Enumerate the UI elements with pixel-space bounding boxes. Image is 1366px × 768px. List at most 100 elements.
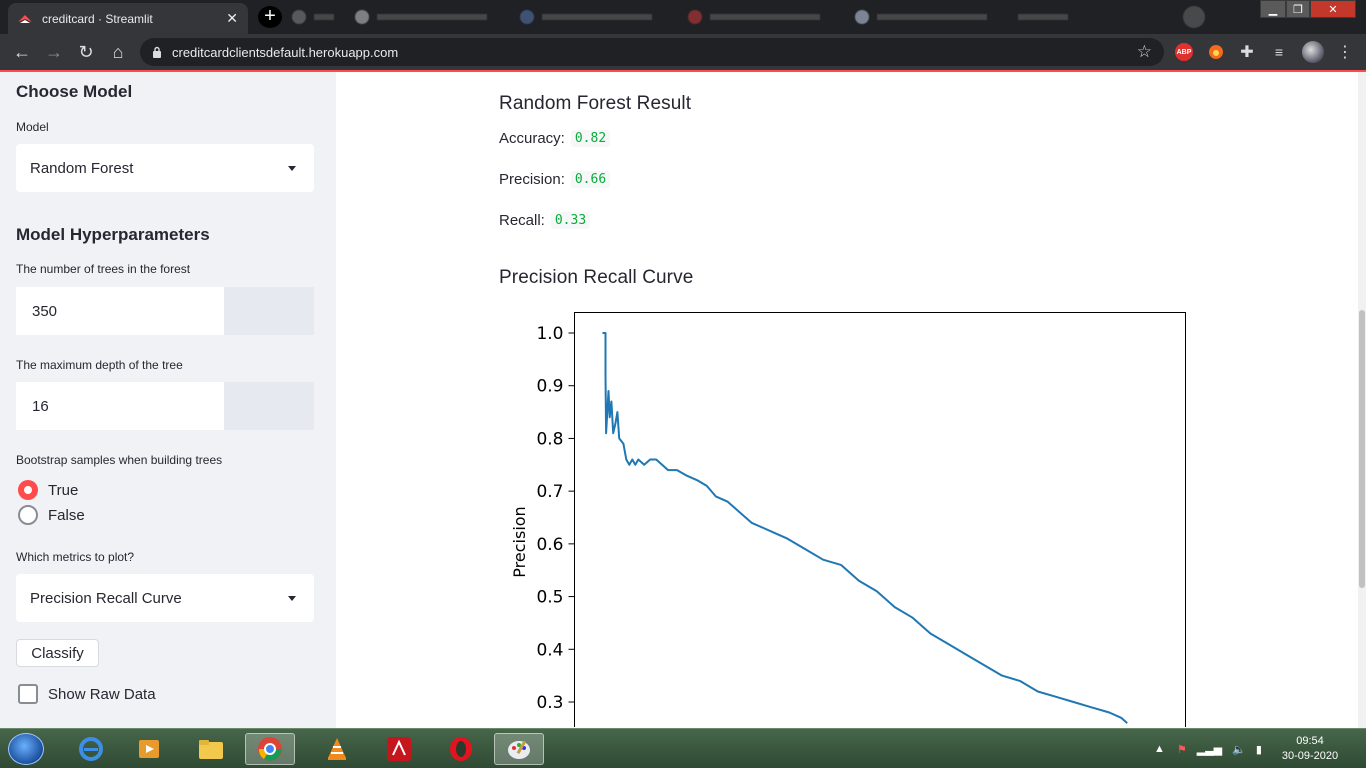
background-tab[interactable] bbox=[292, 6, 342, 28]
network-signal-icon[interactable]: ▂▃▅ bbox=[1196, 743, 1223, 756]
chrome-taskbar-icon[interactable] bbox=[245, 733, 295, 765]
y-tick-label: 0.6 bbox=[536, 535, 563, 555]
recall-label: Recall: bbox=[499, 212, 545, 229]
hyperparameters-heading: Model Hyperparameters bbox=[16, 225, 210, 244]
checkbox-box bbox=[18, 684, 38, 704]
model-select[interactable]: Random Forest bbox=[16, 144, 314, 192]
profile-avatar[interactable] bbox=[1302, 41, 1324, 63]
trees-input-field[interactable]: 350 bbox=[16, 287, 224, 335]
extensions-puzzle-icon[interactable]: ✚ bbox=[1240, 44, 1254, 61]
y-tick-label: 0.8 bbox=[536, 429, 563, 449]
model-select-value: Random Forest bbox=[30, 159, 134, 177]
y-tick-label: 0.9 bbox=[536, 377, 563, 397]
radio-unselected-icon bbox=[18, 505, 38, 525]
scrollbar-thumb[interactable] bbox=[1359, 310, 1365, 588]
classify-button[interactable]: Classify bbox=[16, 639, 99, 667]
media-control-icon[interactable]: ≡ bbox=[1274, 44, 1284, 60]
reload-icon[interactable]: ↻ bbox=[78, 42, 94, 62]
page-scrollbar[interactable] bbox=[1358, 72, 1366, 728]
depth-label: The maximum depth of the tree bbox=[16, 358, 183, 372]
recall-value: 0.33 bbox=[550, 212, 591, 229]
home-icon[interactable]: ⌂ bbox=[112, 42, 124, 62]
window-controls: ▁ ❐ ✕ bbox=[1260, 0, 1356, 18]
precision-value: 0.66 bbox=[570, 171, 611, 188]
tab-streamlit[interactable]: creditcard · Streamlit ✕ bbox=[8, 3, 248, 34]
bookmark-star-icon[interactable]: ☆ bbox=[1136, 42, 1152, 61]
recall-metric: Recall: 0.33 bbox=[499, 212, 591, 229]
adblock-plus-icon[interactable]: ABP bbox=[1175, 43, 1193, 61]
metrics-select[interactable]: Precision Recall Curve bbox=[16, 574, 314, 622]
choose-model-heading: Choose Model bbox=[16, 82, 133, 101]
forward-icon[interactable]: → bbox=[45, 42, 63, 62]
action-center-icon[interactable]: ⚑ bbox=[1176, 743, 1187, 756]
streamlit-icon bbox=[18, 12, 32, 26]
depth-number-input: 16 bbox=[16, 382, 314, 430]
precision-recall-line bbox=[602, 332, 1128, 724]
new-tab-button[interactable]: + bbox=[258, 6, 282, 28]
main-content: Random Forest Result Accuracy: 0.82 Prec… bbox=[336, 72, 1360, 728]
tab-title: creditcard · Streamlit bbox=[42, 11, 153, 26]
browser-tab-strip: creditcard · Streamlit ✕ + ▁ ❐ ✕ bbox=[0, 0, 1366, 34]
precision-recall-chart: Precision 0.3 0.4 0.5 0.6 0.7 0.8 0.9 1.0 bbox=[510, 312, 1186, 727]
chrome-menu-icon[interactable]: ⋮ bbox=[1337, 44, 1353, 61]
trees-stepper[interactable] bbox=[224, 287, 314, 335]
radio-label-false: False bbox=[48, 506, 85, 524]
plot-frame bbox=[574, 312, 1186, 727]
taskbar-clock[interactable]: 09:54 30-09-2020 bbox=[1274, 734, 1346, 764]
system-tray: ▲ ⚑ ▂▃▅ 🔈 ▮ bbox=[1154, 729, 1262, 768]
background-tab[interactable] bbox=[688, 6, 838, 28]
address-bar[interactable]: creditcardclientsdefault.herokuapp.com ☆ bbox=[140, 38, 1164, 66]
metrics-label: Which metrics to plot? bbox=[16, 550, 135, 564]
windows-taskbar: ▲ ⚑ ▂▃▅ 🔈 ▮ 09:54 30-09-2020 bbox=[0, 728, 1366, 768]
trees-number-input: 350 bbox=[16, 287, 314, 335]
y-tick-label: 0.4 bbox=[536, 640, 563, 660]
show-raw-data-checkbox[interactable]: Show Raw Data bbox=[18, 684, 156, 704]
radio-option-false[interactable]: False bbox=[18, 505, 85, 525]
media-player-icon[interactable] bbox=[124, 733, 174, 765]
depth-stepper[interactable] bbox=[224, 382, 314, 430]
lock-icon bbox=[152, 46, 162, 58]
y-axis-label: Precision bbox=[510, 506, 529, 577]
accuracy-value: 0.82 bbox=[570, 130, 611, 147]
background-tab[interactable] bbox=[520, 6, 670, 28]
background-tab[interactable] bbox=[855, 6, 1005, 28]
battery-icon[interactable]: ▮ bbox=[1255, 743, 1262, 756]
curve-heading: Precision Recall Curve bbox=[499, 267, 694, 288]
bootstrap-label: Bootstrap samples when building trees bbox=[16, 453, 223, 467]
model-label: Model bbox=[16, 120, 49, 134]
paint-icon[interactable] bbox=[494, 733, 544, 765]
y-tick-label: 1.0 bbox=[536, 324, 563, 344]
radio-selected-icon bbox=[18, 480, 38, 500]
radio-option-true[interactable]: True bbox=[18, 480, 78, 500]
tab-close-icon[interactable]: ✕ bbox=[226, 10, 238, 26]
minimize-button[interactable]: ▁ bbox=[1260, 0, 1286, 18]
precision-label: Precision: bbox=[499, 171, 565, 188]
depth-input-field[interactable]: 16 bbox=[16, 382, 224, 430]
background-tab[interactable] bbox=[355, 6, 505, 28]
internet-explorer-icon[interactable] bbox=[66, 733, 116, 765]
opera-icon[interactable] bbox=[436, 733, 486, 765]
back-icon[interactable]: ← bbox=[13, 42, 31, 62]
volume-icon[interactable]: 🔈 bbox=[1232, 743, 1246, 756]
background-tab[interactable] bbox=[1018, 6, 1168, 28]
accuracy-metric: Accuracy: 0.82 bbox=[499, 130, 611, 147]
clock-date: 30-09-2020 bbox=[1281, 750, 1339, 762]
extension-fox-icon[interactable] bbox=[1207, 43, 1225, 61]
chevron-down-icon bbox=[288, 596, 296, 601]
acrobat-icon[interactable] bbox=[374, 733, 424, 765]
clock-time: 09:54 bbox=[1296, 735, 1324, 747]
background-tab[interactable] bbox=[1183, 6, 1213, 28]
accuracy-label: Accuracy: bbox=[499, 130, 565, 147]
close-window-button[interactable]: ✕ bbox=[1310, 0, 1356, 18]
radio-label-true: True bbox=[48, 481, 79, 499]
vlc-icon[interactable] bbox=[312, 733, 362, 765]
file-explorer-icon[interactable] bbox=[186, 733, 236, 765]
maximize-button[interactable]: ❐ bbox=[1286, 0, 1310, 18]
browser-toolbar: ← → ↻ ⌂ creditcardclientsdefault.herokua… bbox=[0, 34, 1366, 70]
metrics-select-value: Precision Recall Curve bbox=[30, 589, 182, 607]
precision-metric: Precision: 0.66 bbox=[499, 171, 611, 188]
windows-start-icon[interactable] bbox=[8, 733, 44, 765]
show-hidden-icons-icon[interactable]: ▲ bbox=[1154, 743, 1165, 755]
sidebar: Choose Model Model Random Forest Model H… bbox=[0, 72, 336, 728]
y-tick-label: 0.7 bbox=[536, 482, 563, 502]
